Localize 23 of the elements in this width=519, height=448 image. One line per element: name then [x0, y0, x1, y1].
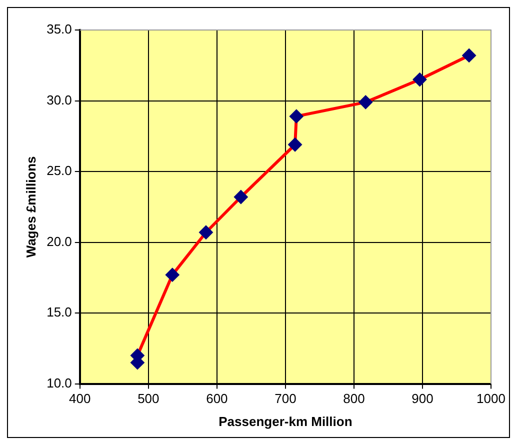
point	[462, 48, 476, 62]
point	[358, 95, 373, 110]
y-tick-label: 30.0	[46, 92, 72, 108]
x-tick-label: 900	[412, 391, 434, 406]
y-tick-label: 10.0	[46, 375, 72, 390]
y-tick-label: 20.0	[46, 234, 72, 249]
x-tick-label: 700	[274, 391, 296, 406]
point	[165, 268, 180, 282]
point	[198, 225, 213, 240]
y-axis-title: Wages £millions	[23, 156, 38, 258]
x-tick-label: 600	[206, 391, 228, 406]
x-tick-label: 1000	[476, 391, 506, 406]
y-tick-label: 25.0	[46, 163, 72, 178]
point	[288, 138, 302, 152]
x-tick-label: 400	[69, 391, 91, 406]
point	[412, 72, 427, 87]
x-tick-label: 500	[138, 391, 160, 406]
x-axis-title: Passenger-km Million	[218, 414, 352, 429]
x-tick-label: 800	[343, 391, 365, 406]
point	[234, 190, 248, 204]
y-tick-label: 35.0	[46, 22, 72, 37]
y-tick-label: 15.0	[46, 304, 72, 320]
point	[289, 109, 304, 124]
